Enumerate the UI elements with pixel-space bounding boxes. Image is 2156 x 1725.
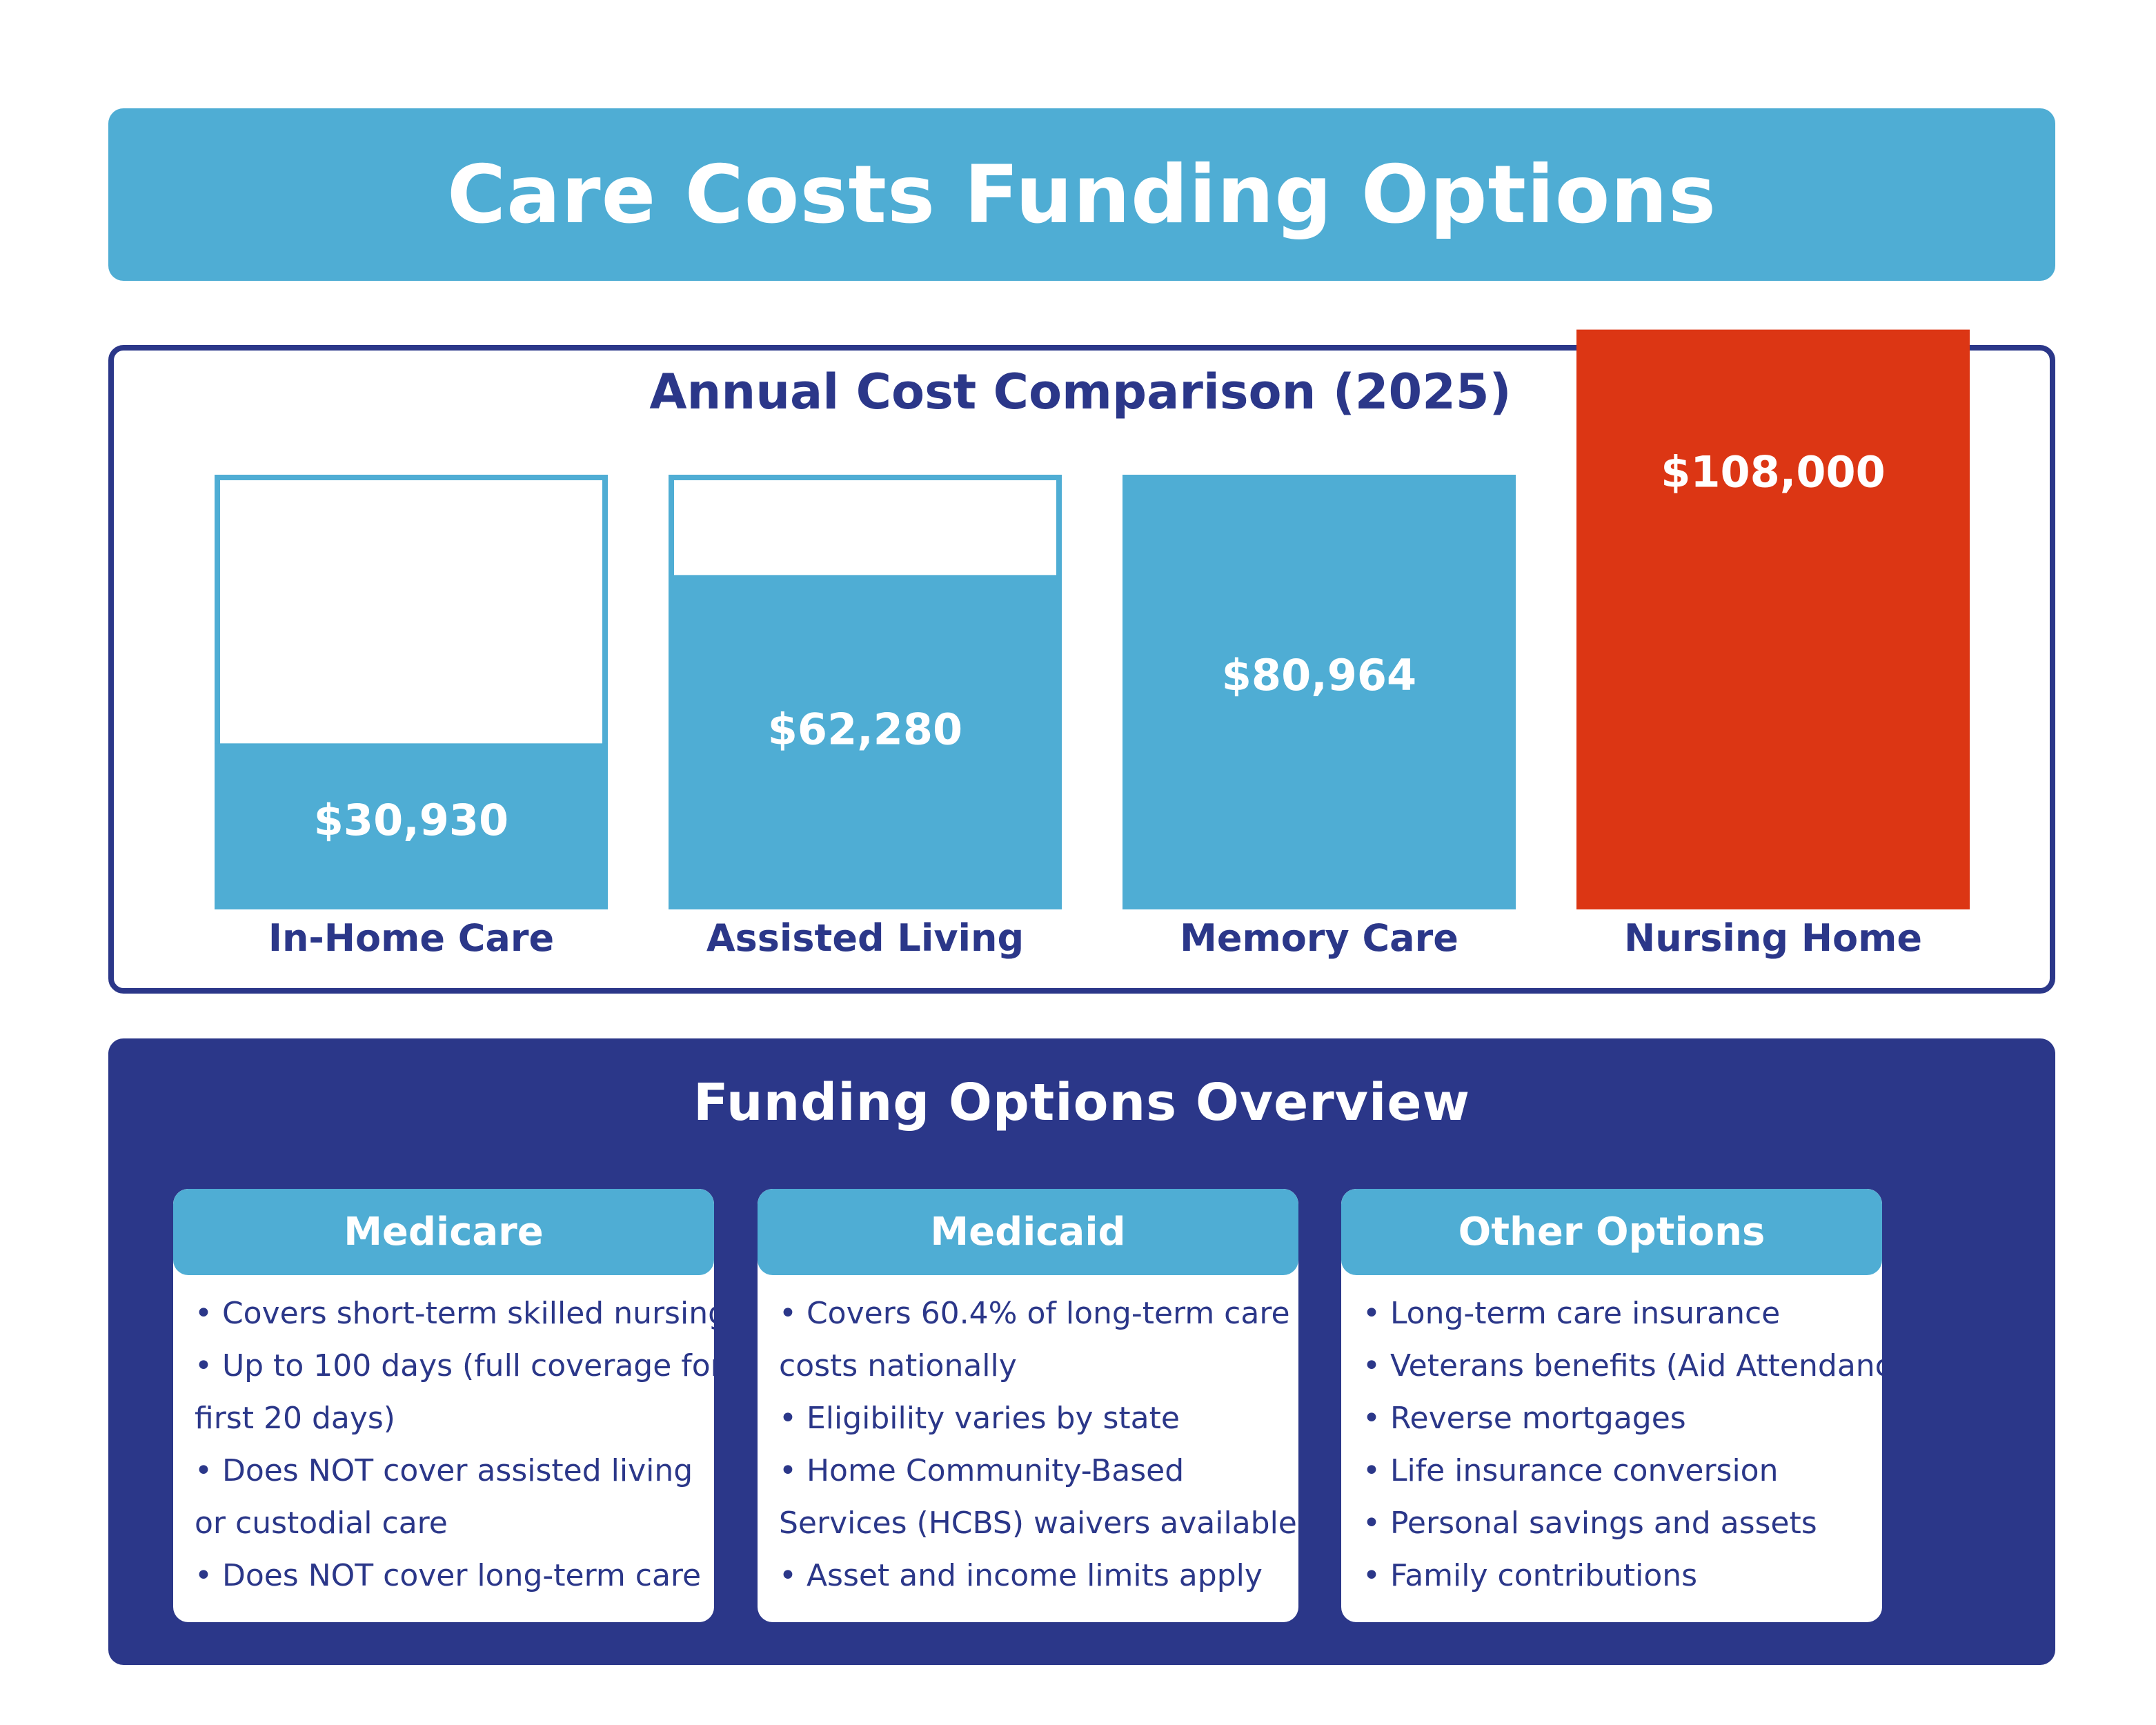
medicaid-card: Medicaid • Covers 60.4% of long-term car… bbox=[758, 1189, 1298, 1622]
in-home-care-category-label: In-Home Care bbox=[268, 916, 554, 960]
cost-comparison-chart: Annual Cost Comparison (2025) $30,930 In-… bbox=[215, 329, 1970, 960]
assisted-living-value-label: $62,280 bbox=[768, 704, 962, 754]
medicare-line: or custodial care bbox=[195, 1506, 448, 1541]
funding-panel: Funding Options Overview Medicare • Cove… bbox=[108, 1038, 2055, 1665]
other-options-card-title: Other Options bbox=[1341, 1189, 1882, 1275]
chart-title: Annual Cost Comparison (2025) bbox=[649, 364, 1511, 420]
medicare-line: • Does NOT cover assisted living bbox=[195, 1453, 693, 1488]
medicaid-line: Services (HCBS) waivers available bbox=[779, 1506, 1297, 1541]
medicare-line: • Does NOT cover long-term care bbox=[195, 1558, 702, 1593]
other-options-line: • Long-term care insurance bbox=[1363, 1296, 1781, 1331]
medicaid-line: • Home Community-Based bbox=[779, 1453, 1185, 1488]
assisted-living-category-label: Assisted Living bbox=[706, 916, 1024, 960]
other-options-line: • Life insurance conversion bbox=[1363, 1453, 1779, 1488]
in-home-care-bar bbox=[215, 743, 608, 909]
other-options-line: • Veterans benefits (Aid Attendance) bbox=[1363, 1348, 1882, 1383]
medicare-card-title: Medicare bbox=[173, 1189, 714, 1275]
memory-care-category-label: Memory Care bbox=[1180, 916, 1458, 960]
other-options-card: Other Options • Long-term care insurance… bbox=[1341, 1189, 1882, 1622]
medicaid-line: • Asset and income limits apply bbox=[779, 1558, 1263, 1593]
medicare-card: Medicare • Covers short-term skilled nur… bbox=[173, 1189, 714, 1622]
medicaid-card-title: Medicaid bbox=[758, 1189, 1298, 1275]
assisted-living-bar bbox=[669, 575, 1062, 909]
nursing-home-category-label: Nursing Home bbox=[1624, 916, 1922, 960]
medicaid-line: • Covers 60.4% of long-term care bbox=[779, 1296, 1290, 1331]
other-options-line: • Personal savings and assets bbox=[1363, 1506, 1817, 1541]
other-options-line: • Family contributions bbox=[1363, 1558, 1698, 1593]
title-banner: Care Costs Funding Options bbox=[108, 108, 2055, 281]
nursing-home-value-label: $108,000 bbox=[1661, 447, 1886, 497]
other-options-line: • Reverse mortgages bbox=[1363, 1401, 1686, 1436]
medicaid-line: costs nationally bbox=[779, 1348, 1017, 1383]
medicare-line: first 20 days) bbox=[195, 1401, 395, 1436]
funding-title: Funding Options Overview bbox=[693, 1073, 1470, 1132]
memory-care-value-label: $80,964 bbox=[1222, 650, 1416, 700]
memory-care-bar bbox=[1122, 475, 1516, 909]
medicaid-line: • Eligibility varies by state bbox=[779, 1401, 1180, 1436]
nursing-home-bar bbox=[1576, 329, 1970, 910]
medicare-line: • Covers short-term skilled nursing bbox=[195, 1296, 714, 1331]
medicare-line: • Up to 100 days (full coverage for bbox=[195, 1348, 714, 1383]
page-title: Care Costs Funding Options bbox=[446, 148, 1717, 241]
in-home-care-value-label: $30,930 bbox=[314, 795, 508, 845]
